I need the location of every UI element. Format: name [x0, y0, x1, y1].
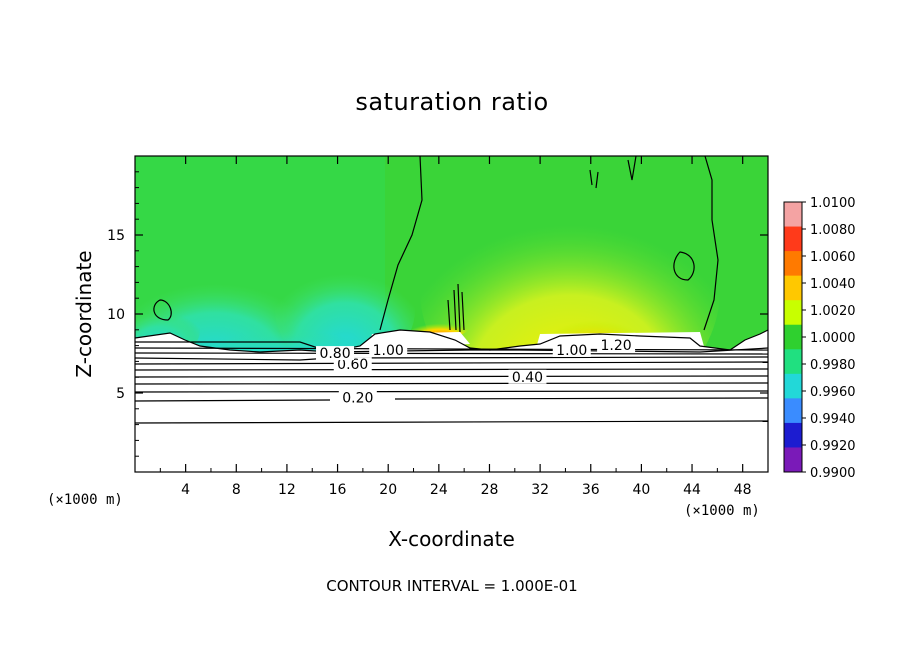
x-unit-label-left: (×1000 m) [47, 492, 123, 508]
chart-title: saturation ratio [355, 88, 549, 116]
colorbar-swatch [784, 422, 802, 448]
colorbar-label: 1.0060 [810, 250, 856, 265]
colorbar-label: 0.9920 [810, 439, 856, 454]
saturation-field [135, 156, 768, 472]
colorbar: 1.0100 1.0080 1.0060 1.0040 1.0020 1.0000 0.99… [783, 196, 856, 481]
colorbar-swatch [784, 202, 802, 228]
contour-label: 0.60 [337, 357, 368, 373]
contour-label: 1.00 [373, 343, 404, 359]
x-tick-label: 24 [430, 482, 448, 498]
contour-label-bg [597, 338, 636, 353]
x-unit-label-right: (×1000 m) [684, 503, 760, 519]
contour-label-bg [369, 342, 408, 357]
colorbar-swatch [784, 349, 802, 375]
x-tick-label: 40 [632, 482, 650, 498]
colorbar-label: 0.9980 [810, 358, 856, 373]
colorbar-swatch [784, 226, 802, 252]
contour-label-bg [552, 342, 591, 357]
colorbar-swatch [784, 300, 802, 326]
colorbar-swatch [784, 398, 802, 424]
colorbar-swatch [784, 251, 802, 277]
x-tick-label: 4 [181, 482, 190, 498]
contour-label: 0.80 [319, 346, 350, 362]
contour-label-bg [338, 390, 377, 405]
colorbar-label: 1.0020 [810, 304, 856, 319]
colorbar-swatch [784, 447, 802, 473]
colorbar-label: 1.0080 [810, 223, 856, 238]
y-tick-label: 15 [107, 228, 125, 244]
contour-label: 1.00 [556, 343, 587, 359]
x-tick-label: 44 [683, 482, 701, 498]
x-tick-label: 28 [481, 482, 499, 498]
colorbar-swatch [784, 324, 802, 350]
contour-label-bg [333, 357, 372, 372]
contour-interval-note: CONTOUR INTERVAL = 1.000E-01 [326, 577, 578, 595]
x-tick-label: 8 [232, 482, 241, 498]
colorbar-swatch [784, 373, 802, 399]
colorbar-label: 0.9960 [810, 385, 856, 400]
x-tick-label: 12 [278, 482, 296, 498]
colorbar-label: 1.0040 [810, 277, 856, 292]
colorbar-swatch [784, 275, 802, 301]
colorbar-label: 0.9940 [810, 412, 856, 427]
x-tick-label: 48 [734, 482, 752, 498]
colorbar-label: 1.0100 [810, 196, 856, 211]
x-tick-label: 20 [379, 482, 397, 498]
x-tick-label: 36 [582, 482, 600, 498]
colorbar-label: 0.9900 [810, 466, 856, 481]
x-tick-label: 16 [329, 482, 347, 498]
contour-label-group: 0.20 0.40 0.600.80 1.00 1.00 1.20 [316, 338, 636, 406]
contour-label-bg [508, 369, 547, 384]
colorbar-label: 1.0000 [810, 331, 856, 346]
contour-label: 0.40 [512, 370, 543, 386]
contour-label: 1.20 [600, 338, 631, 354]
y-tick-label: 5 [116, 386, 125, 402]
contour-lines [135, 156, 768, 424]
x-tick-label: 32 [531, 482, 549, 498]
x-axis-label: X-coordinate [388, 527, 515, 551]
contour-label-bg [316, 346, 355, 361]
contour-label: 0.20 [342, 390, 373, 406]
y-tick-label: 10 [107, 307, 125, 323]
